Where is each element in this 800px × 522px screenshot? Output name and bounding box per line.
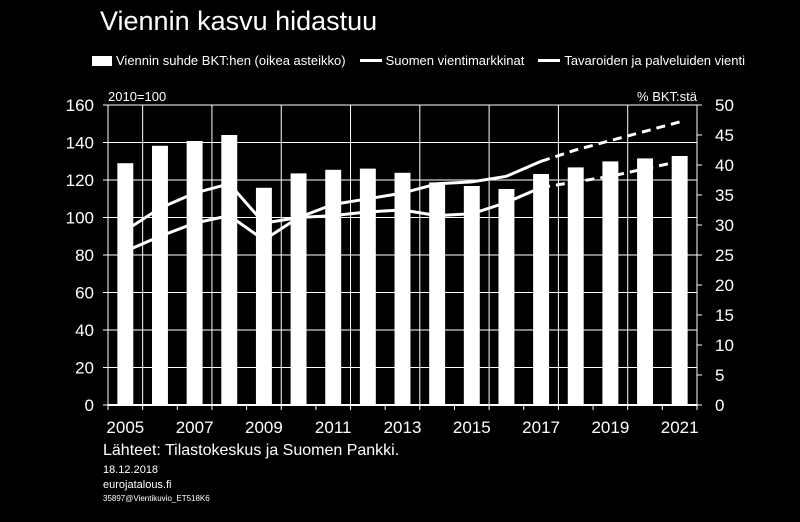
y-tick-label-left: 100 [66,209,94,228]
legend-label-exports: Tavaroiden ja palveluiden vienti [564,53,745,68]
chart-title: Viennin kasvu hidastuu [100,6,378,36]
y-tick-label-right: 35 [715,186,734,205]
bar [429,182,446,405]
bar [117,163,134,405]
legend-item-bars: Viennin suhde BKT:hen (oikea asteikko) [92,53,346,68]
bar [221,135,238,405]
y-tick-label-right: 40 [715,156,734,175]
x-tick-label: 2005 [106,418,144,437]
y-tick-label-right: 30 [715,216,734,235]
legend: Viennin suhde BKT:hen (oikea asteikko) S… [92,53,745,68]
y-tick-label-right: 45 [715,126,734,145]
y-tick-label-left: 140 [66,134,94,153]
x-tick-label: 2011 [315,418,352,437]
date-label: 18.12.2018 [103,464,159,476]
axes: 0 20 40 60 80 100 120 140 160 0 5 10 15 20 25 30 35 40 45 5… [66,96,734,437]
y-tick-label-right: 50 [715,96,734,115]
x-tick-label: 2009 [245,418,283,437]
y-tick-label-left: 60 [75,284,94,303]
bar [671,156,688,405]
bar [533,174,550,405]
x-tick-label: 2007 [176,418,214,437]
y-tick-label-left: 0 [85,396,94,415]
y-tick-label-left: 40 [75,321,94,340]
series-line [124,159,542,232]
x-tick-label: 2013 [384,418,422,437]
left-unit-label: 2010=100 [108,89,166,104]
x-tick-label: 2019 [591,418,629,437]
legend-label-bars: Viennin suhde BKT:hen (oikea asteikko) [116,53,346,68]
source-note: Lähteet: Tilastokeskus ja Suomen Pankki. [103,442,400,459]
y-tick-label-right: 15 [715,306,734,325]
bar [602,161,619,405]
bar [152,145,168,406]
bar [290,173,307,405]
bar [186,141,203,405]
bar [394,172,411,405]
bar [637,158,653,405]
bar [359,168,376,405]
lines [124,120,681,253]
right-unit-label: % BKT:stä [637,89,698,104]
y-tick-label-right: 0 [715,396,724,415]
x-tick-label: 2021 [661,418,699,437]
bar [567,167,584,405]
y-tick-label-right: 20 [715,276,734,295]
bar-swatch [92,55,112,66]
bar [463,186,480,405]
line-swatch [359,59,382,62]
legend-item-markets: Suomen vientimarkkinat [359,53,525,68]
x-tick-label: 2015 [453,418,491,437]
y-tick-label-right: 5 [715,366,724,385]
y-tick-label-left: 20 [75,359,94,378]
line-swatch [538,59,561,62]
bars [117,135,688,406]
y-tick-label-left: 80 [75,246,94,265]
bar [325,169,342,405]
legend-label-markets: Suomen vientimarkkinat [385,53,525,68]
figure-code: 35897@Vientikuvio_ET518K6 [103,494,210,503]
series-line [124,186,542,253]
bar [255,187,272,405]
legend-item-exports: Tavaroiden ja palveluiden vienti [538,53,745,68]
site-label: eurojatalous.fi [103,479,172,491]
series-line-forecast [540,120,681,163]
y-tick-label-right: 10 [715,336,734,355]
y-tick-label-left: 160 [66,96,94,115]
series-line-forecast [540,159,681,189]
y-tick-label-left: 120 [66,171,94,190]
y-tick-label-right: 25 [715,246,734,265]
x-tick-label: 2017 [522,418,560,437]
bar [498,189,515,405]
